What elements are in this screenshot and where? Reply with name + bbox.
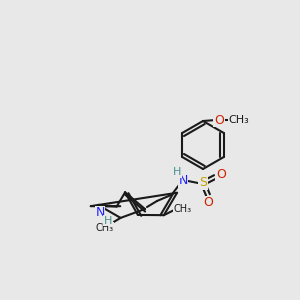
Text: O: O: [214, 113, 224, 127]
Text: N: N: [95, 206, 105, 219]
Text: H: H: [104, 216, 112, 226]
Text: CH₃: CH₃: [95, 223, 114, 233]
Text: O: O: [216, 167, 226, 181]
Text: H: H: [173, 167, 181, 177]
Text: CH₃: CH₃: [174, 204, 192, 214]
Text: O: O: [203, 196, 213, 209]
Text: N: N: [178, 175, 188, 188]
Text: S: S: [199, 176, 207, 190]
Text: CH₃: CH₃: [229, 115, 249, 125]
